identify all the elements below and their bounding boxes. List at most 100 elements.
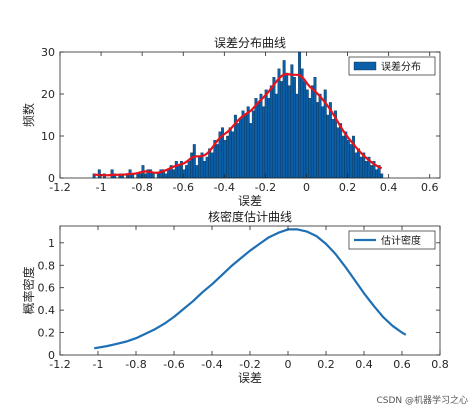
histogram-bar <box>290 64 294 179</box>
x-tick-label: -0.6 <box>173 181 194 194</box>
histogram-bar <box>177 165 181 179</box>
density-line <box>94 228 407 350</box>
x-tick-label: 0.2 <box>339 181 357 194</box>
histogram-bar <box>318 93 322 179</box>
legend-label: 误差分布 <box>381 60 421 73</box>
histogram-bar <box>228 127 232 179</box>
x-tick-label: -1.2 <box>49 358 70 371</box>
histogram-bar <box>282 60 286 179</box>
y-axis-label: 频数 <box>21 103 36 127</box>
histogram-bar <box>357 148 361 179</box>
x-tick-label: -0.4 <box>201 358 222 371</box>
histogram-bar <box>164 173 168 179</box>
x-tick-label: -1 <box>96 181 107 194</box>
x-tick-label: 0.4 <box>355 358 373 371</box>
x-tick-label: -0.6 <box>163 358 184 371</box>
histogram-bar <box>259 93 263 179</box>
x-tick-label: 0 <box>303 181 310 194</box>
legend-box <box>348 56 436 76</box>
fit-curve <box>94 73 383 177</box>
histogram-bar <box>251 110 255 179</box>
histogram-bar <box>138 173 142 179</box>
histogram-bar <box>310 85 314 179</box>
x-tick-label: -0.4 <box>214 181 235 194</box>
legend-box <box>348 230 436 250</box>
legend-swatch <box>353 61 377 71</box>
x-tick-label: 0.2 <box>317 358 335 371</box>
histogram-panel: -1.2 -1 -0.8 -0.6 -0.4 -0.2 0 0.2 0.4 0.6 0 10 20 30 误… <box>21 36 441 208</box>
histogram-bar <box>192 144 196 179</box>
y-tick-label: 0.8 <box>38 259 56 272</box>
histogram-bar <box>326 114 330 179</box>
histogram-bar <box>156 173 160 179</box>
histogram-bar <box>380 173 384 179</box>
histogram-bar <box>187 161 191 179</box>
histogram-bar <box>239 119 242 179</box>
x-tick-label: 0.4 <box>380 181 398 194</box>
histogram-bar <box>264 89 268 179</box>
y-tick-label: 30 <box>41 46 55 59</box>
x-axis-label: 误差 <box>238 371 262 385</box>
histogram-bar <box>246 106 250 179</box>
histogram-bar <box>210 152 214 179</box>
y-tick-label: 20 <box>41 88 55 101</box>
y-tick-label: 1 <box>48 237 55 250</box>
watermark: CSDN @机器学习之心 <box>376 396 468 406</box>
chart-title: 核密度估计曲线 <box>208 209 292 224</box>
x-tick-label: -0.8 <box>125 358 146 371</box>
histogram-bar <box>223 140 227 179</box>
histogram-bar <box>321 106 325 179</box>
histogram-bar <box>167 169 171 179</box>
x-tick-label: 0.6 <box>421 181 439 194</box>
histogram-bar <box>303 81 307 179</box>
histogram-bar <box>331 119 335 179</box>
histogram-bar <box>231 131 235 179</box>
histogram-bar <box>341 135 345 179</box>
y-tick-label: 0 <box>48 172 55 185</box>
histogram-bar <box>354 152 358 179</box>
y-axis-label: 概率密度 <box>21 266 36 314</box>
histogram-bar <box>205 156 209 179</box>
histogram-bar <box>203 161 207 179</box>
histogram-bar <box>174 161 178 179</box>
histogram-bar <box>300 68 304 179</box>
histogram-bar <box>336 127 340 179</box>
histogram-bar <box>172 169 176 179</box>
chart-title: 误差分布曲线 <box>214 36 286 50</box>
histogram-bar <box>274 93 278 179</box>
histogram-bar <box>262 106 266 179</box>
histogram-bar <box>292 77 296 179</box>
y-tick-label: 10 <box>41 130 55 143</box>
x-tick-label: -0.8 <box>131 181 152 194</box>
histogram-bar <box>244 114 248 179</box>
x-tick-label: 0.6 <box>393 358 411 371</box>
histogram-bar <box>308 98 312 179</box>
histogram-bar <box>215 144 219 179</box>
y-tick-label: 0.6 <box>38 282 56 295</box>
x-axis-label: 误差 <box>238 194 262 208</box>
x-tick-label: -1.2 <box>49 181 70 194</box>
histogram-bar <box>277 68 281 179</box>
histogram-bar <box>369 165 373 179</box>
y-tick-label: 0.4 <box>38 304 56 317</box>
histogram-bar <box>359 156 363 179</box>
histogram-bar <box>298 51 302 179</box>
histogram-bar <box>236 123 240 179</box>
histogram-bar <box>295 93 299 179</box>
histogram-bar <box>285 72 289 179</box>
x-tick-label: -1 <box>93 358 104 371</box>
histogram-bar <box>344 131 348 179</box>
legend-label: 估计密度 <box>381 234 421 247</box>
density-panel: -1.2 -1 -0.8 -0.6 -0.4 -0.2 0 0.2 0.4 0.6 0.8 0 0.2 0… <box>21 209 449 385</box>
histogram-bar <box>257 102 260 179</box>
histogram-bar <box>272 77 276 179</box>
histogram-bar <box>136 173 140 179</box>
y-tick-label: 0 <box>48 349 55 362</box>
histogram-bar <box>226 135 230 179</box>
histogram-bar <box>339 123 343 179</box>
axes-frame <box>59 51 441 179</box>
histogram-bar <box>185 165 189 179</box>
histogram-bar <box>269 85 273 179</box>
histogram-bar <box>316 102 319 179</box>
